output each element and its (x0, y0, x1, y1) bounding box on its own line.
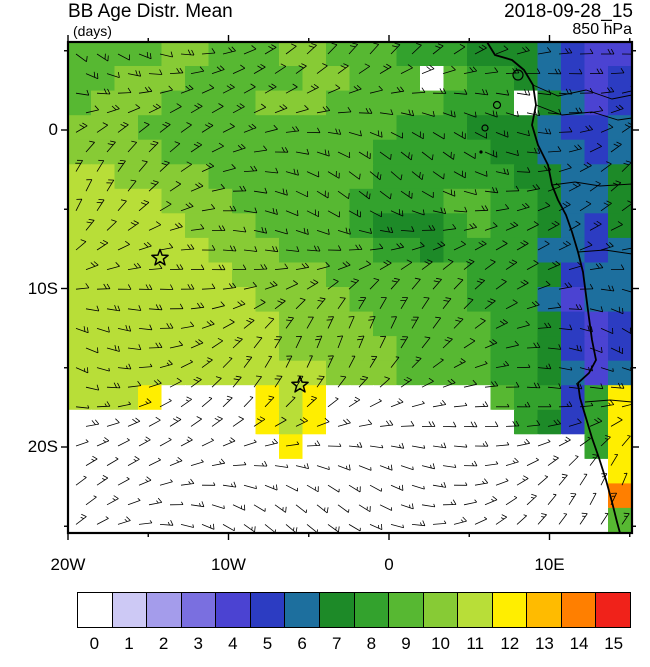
colorbar-cell (78, 593, 113, 627)
colorbar-label: 14 (569, 634, 589, 653)
colorbar-cell (181, 593, 217, 627)
y-tick-label: 20S (27, 437, 58, 456)
units-label: (days) (73, 23, 112, 39)
colorbar-cell (561, 593, 597, 627)
y-tick-label: 0 (48, 120, 58, 139)
colorbar-cell (389, 593, 424, 627)
colorbar-cell (285, 593, 320, 627)
colorbar-cell (492, 593, 528, 627)
colorbar-label: 7 (331, 634, 342, 653)
island-outline (492, 100, 502, 110)
colorbar-cells (77, 592, 631, 628)
colorbar-label: 4 (228, 634, 238, 653)
field-layer (68, 42, 632, 533)
colorbar-label: 5 (262, 634, 273, 653)
colorbar-label: 2 (158, 634, 169, 653)
level-label: 850 hPa (572, 21, 632, 38)
country-border (551, 181, 632, 187)
island-outline (481, 124, 489, 132)
country-border (584, 399, 632, 403)
x-tick-label: 0 (384, 555, 394, 574)
colorbar-cell (216, 593, 251, 627)
y-tick-label: 10S (27, 278, 58, 298)
plot-title: BB Age Distr. Mean (68, 1, 233, 22)
plot-frame (66, 40, 634, 535)
colorbar-cell (458, 593, 493, 627)
island-outline (512, 69, 524, 81)
star-marker (291, 375, 309, 393)
colorbar-label: 15 (604, 634, 624, 653)
colorbar-label: 8 (366, 634, 377, 653)
island-dot (479, 150, 483, 154)
colorbar-label: 3 (193, 634, 203, 653)
colorbar-label: 13 (534, 634, 554, 653)
colorbar-cell (319, 593, 355, 627)
colorbar-cell (147, 593, 182, 627)
colorbar-labels: 0 1 2 3 4 5 6 7 8 9 10 11 12 13 14 15 (77, 634, 631, 654)
x-tick-label: 10E (534, 555, 565, 574)
coastline (486, 42, 621, 533)
colorbar: 0 1 2 3 4 5 6 7 8 9 10 11 12 13 14 15 (77, 592, 631, 654)
x-tick-label: 20W (50, 555, 86, 574)
plot-datetime: 2018-09-28_15 (504, 1, 633, 22)
star-marker (151, 248, 169, 266)
colorbar-cell (250, 593, 286, 627)
colorbar-cell (527, 593, 562, 627)
country-border (577, 249, 632, 255)
colorbar-label: 11 (466, 634, 485, 653)
colorbar-label: 9 (401, 634, 411, 653)
x-tick-label: 10W (211, 555, 246, 574)
colorbar-label: 0 (89, 634, 100, 653)
colorbar-cell (423, 593, 459, 627)
colorbar-label: 10 (431, 634, 451, 653)
colorbar-cell (354, 593, 390, 627)
colorbar-label: 1 (124, 634, 134, 653)
colorbar-cell (596, 593, 630, 627)
axis-ticks (61, 35, 639, 540)
markers-layer (151, 248, 309, 393)
country-border (535, 104, 632, 121)
colorbar-label: 6 (297, 634, 307, 653)
map-plot (61, 35, 639, 540)
colorbar-cell (112, 593, 148, 627)
colorbar-label: 12 (500, 634, 520, 653)
wind-barbs-layer (75, 42, 632, 533)
